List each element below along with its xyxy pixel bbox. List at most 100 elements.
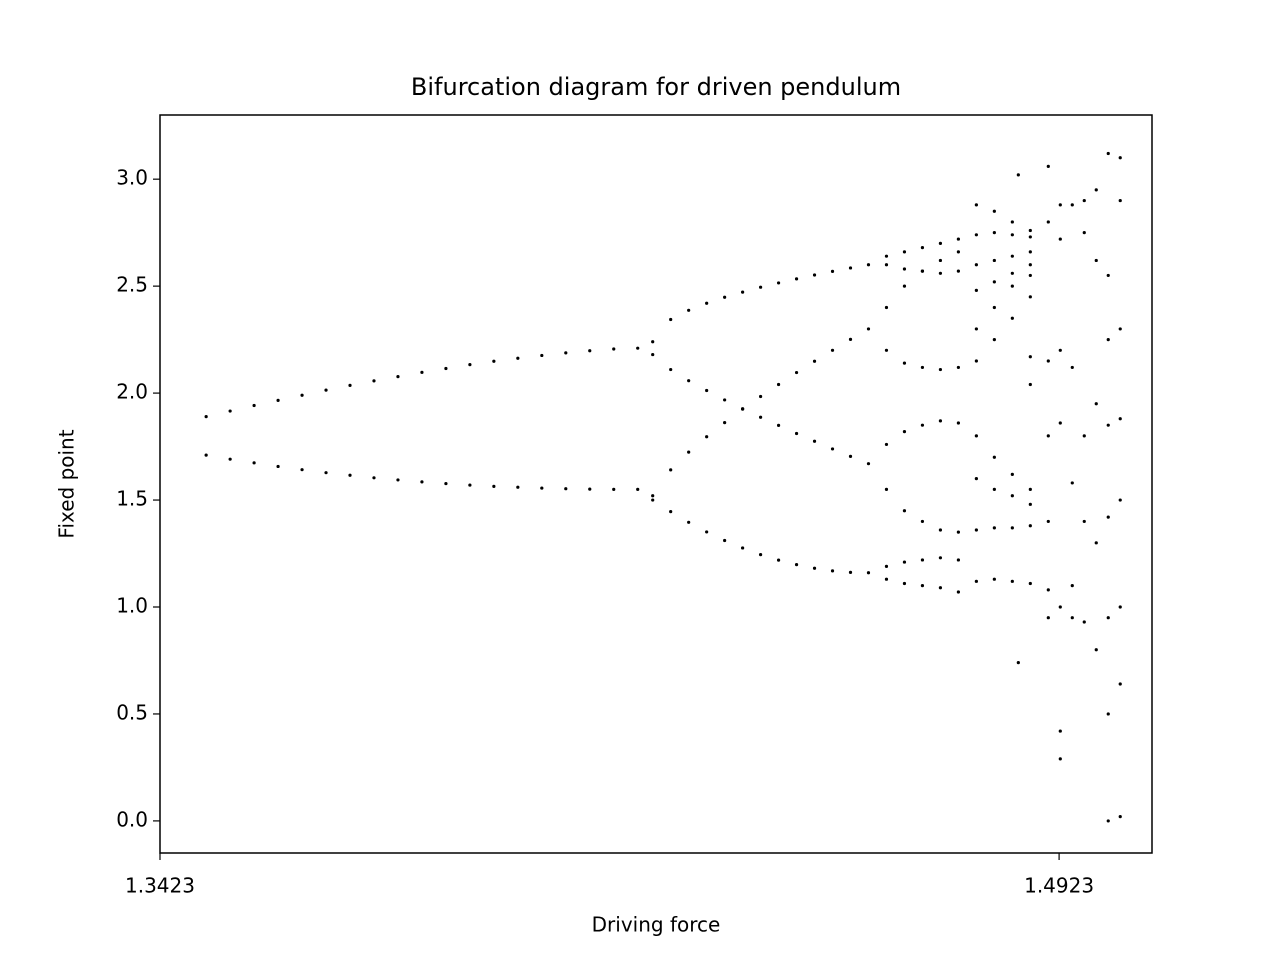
- point: [1046, 519, 1050, 524]
- point: [920, 519, 925, 524]
- point: [705, 435, 709, 439]
- point: [588, 349, 592, 353]
- point: [1118, 605, 1122, 609]
- point: [612, 347, 616, 351]
- point: [372, 476, 376, 480]
- point: [348, 383, 352, 387]
- point: [812, 566, 817, 570]
- point: [687, 379, 691, 383]
- point: [1028, 502, 1032, 506]
- point: [974, 528, 978, 532]
- point: [1028, 581, 1032, 586]
- point: [920, 423, 925, 427]
- point: [992, 231, 996, 235]
- point: [956, 365, 960, 370]
- point: [884, 254, 889, 258]
- y-tick-label: 0.5: [116, 700, 148, 724]
- point: [1028, 355, 1032, 359]
- point: [758, 415, 763, 419]
- point: [1058, 421, 1062, 425]
- point: [252, 461, 256, 465]
- point: [300, 468, 304, 472]
- point: [776, 382, 781, 387]
- point: [741, 546, 745, 550]
- point: [723, 421, 727, 425]
- point: [776, 558, 781, 562]
- point: [902, 267, 907, 271]
- point: [956, 421, 960, 425]
- point: [1058, 203, 1062, 207]
- point: [830, 569, 835, 573]
- point: [902, 560, 907, 564]
- chart-title: Bifurcation diagram for driven pendulum: [411, 73, 901, 101]
- point: [776, 281, 781, 285]
- point: [1106, 712, 1110, 716]
- plot-area: [204, 151, 1122, 823]
- point: [1010, 494, 1014, 498]
- y-tick-label: 3.0: [116, 166, 148, 190]
- point: [420, 480, 424, 484]
- point: [1046, 359, 1050, 363]
- point: [444, 366, 448, 371]
- point: [1058, 729, 1062, 733]
- point: [1118, 198, 1122, 203]
- point: [705, 530, 709, 534]
- point: [938, 556, 943, 560]
- point: [902, 581, 907, 586]
- point: [396, 375, 400, 379]
- point: [468, 483, 472, 487]
- point: [848, 570, 853, 574]
- point: [204, 415, 208, 419]
- point: [228, 457, 232, 461]
- point: [1016, 173, 1020, 177]
- point: [848, 454, 853, 459]
- point: [902, 284, 907, 288]
- point: [794, 431, 799, 436]
- point: [723, 398, 727, 402]
- point: [794, 370, 799, 375]
- point: [866, 263, 871, 267]
- point: [1106, 616, 1110, 620]
- point: [974, 579, 978, 583]
- point: [938, 419, 943, 423]
- point: [902, 429, 907, 434]
- point: [866, 462, 871, 466]
- point: [1118, 682, 1122, 686]
- y-tick-label: 1.5: [116, 487, 148, 511]
- point: [992, 280, 996, 284]
- point: [938, 586, 943, 590]
- point: [992, 577, 996, 581]
- point: [1094, 541, 1098, 545]
- point: [920, 558, 925, 562]
- point: [705, 388, 709, 393]
- point: [992, 526, 996, 530]
- point: [1010, 233, 1014, 237]
- point: [564, 487, 568, 491]
- point: [669, 317, 673, 322]
- point: [1118, 815, 1122, 819]
- y-axis-label: Fixed point: [55, 429, 79, 538]
- point: [687, 308, 691, 312]
- point: [992, 258, 996, 263]
- point: [974, 203, 978, 207]
- point: [956, 530, 960, 534]
- point: [324, 388, 328, 392]
- point: [1118, 156, 1122, 160]
- point: [636, 346, 640, 350]
- point: [1082, 434, 1086, 438]
- point: [705, 301, 709, 305]
- point: [1028, 295, 1032, 299]
- point: [1046, 164, 1050, 168]
- point: [1028, 487, 1032, 491]
- point: [1106, 151, 1110, 156]
- point: [1118, 327, 1122, 331]
- point: [1070, 481, 1074, 485]
- point: [1010, 254, 1014, 258]
- point: [1094, 648, 1098, 652]
- point: [1028, 228, 1032, 233]
- point: [920, 246, 925, 250]
- point: [723, 295, 727, 299]
- point: [956, 590, 960, 594]
- point: [741, 407, 745, 411]
